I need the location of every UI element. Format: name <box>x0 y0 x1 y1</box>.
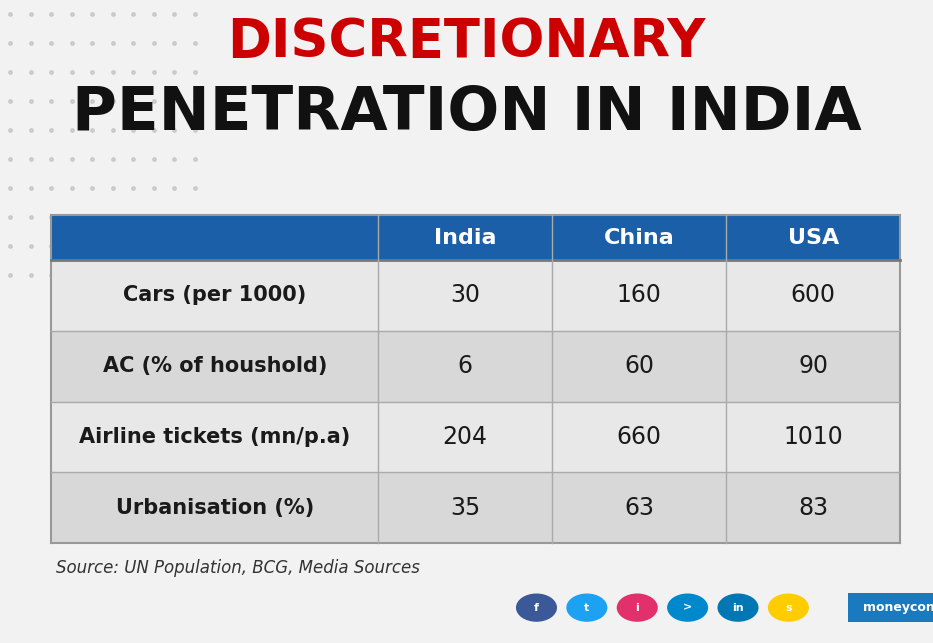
Text: 600: 600 <box>791 283 836 307</box>
Text: 204: 204 <box>443 425 488 449</box>
Text: Source: UN Population, BCG, Media Sources: Source: UN Population, BCG, Media Source… <box>56 559 420 577</box>
Text: India: India <box>434 228 496 248</box>
Text: China: China <box>604 228 675 248</box>
Text: i: i <box>635 602 639 613</box>
Text: DISCRETIONARY: DISCRETIONARY <box>228 16 705 68</box>
Text: 63: 63 <box>624 496 654 520</box>
Text: s: s <box>785 602 792 613</box>
Text: 60: 60 <box>624 354 654 378</box>
Text: moneycontrol: moneycontrol <box>863 601 933 614</box>
Text: 83: 83 <box>799 496 829 520</box>
Text: 160: 160 <box>617 283 661 307</box>
Text: 90: 90 <box>799 354 829 378</box>
Text: 1010: 1010 <box>784 425 843 449</box>
Text: PENETRATION IN INDIA: PENETRATION IN INDIA <box>72 84 861 143</box>
Text: in: in <box>732 602 744 613</box>
Text: Cars (per 1000): Cars (per 1000) <box>123 285 306 305</box>
Text: t: t <box>584 602 590 613</box>
Text: 660: 660 <box>617 425 661 449</box>
Text: f: f <box>534 602 539 613</box>
Text: 6: 6 <box>458 354 473 378</box>
Text: USA: USA <box>787 228 839 248</box>
Text: >: > <box>683 602 692 613</box>
Text: AC (% of houshold): AC (% of houshold) <box>103 356 327 376</box>
Text: Urbanisation (%): Urbanisation (%) <box>116 498 313 518</box>
Text: 35: 35 <box>450 496 480 520</box>
Text: Airline tickets (mn/p.a): Airline tickets (mn/p.a) <box>79 427 351 447</box>
Text: 30: 30 <box>451 283 480 307</box>
